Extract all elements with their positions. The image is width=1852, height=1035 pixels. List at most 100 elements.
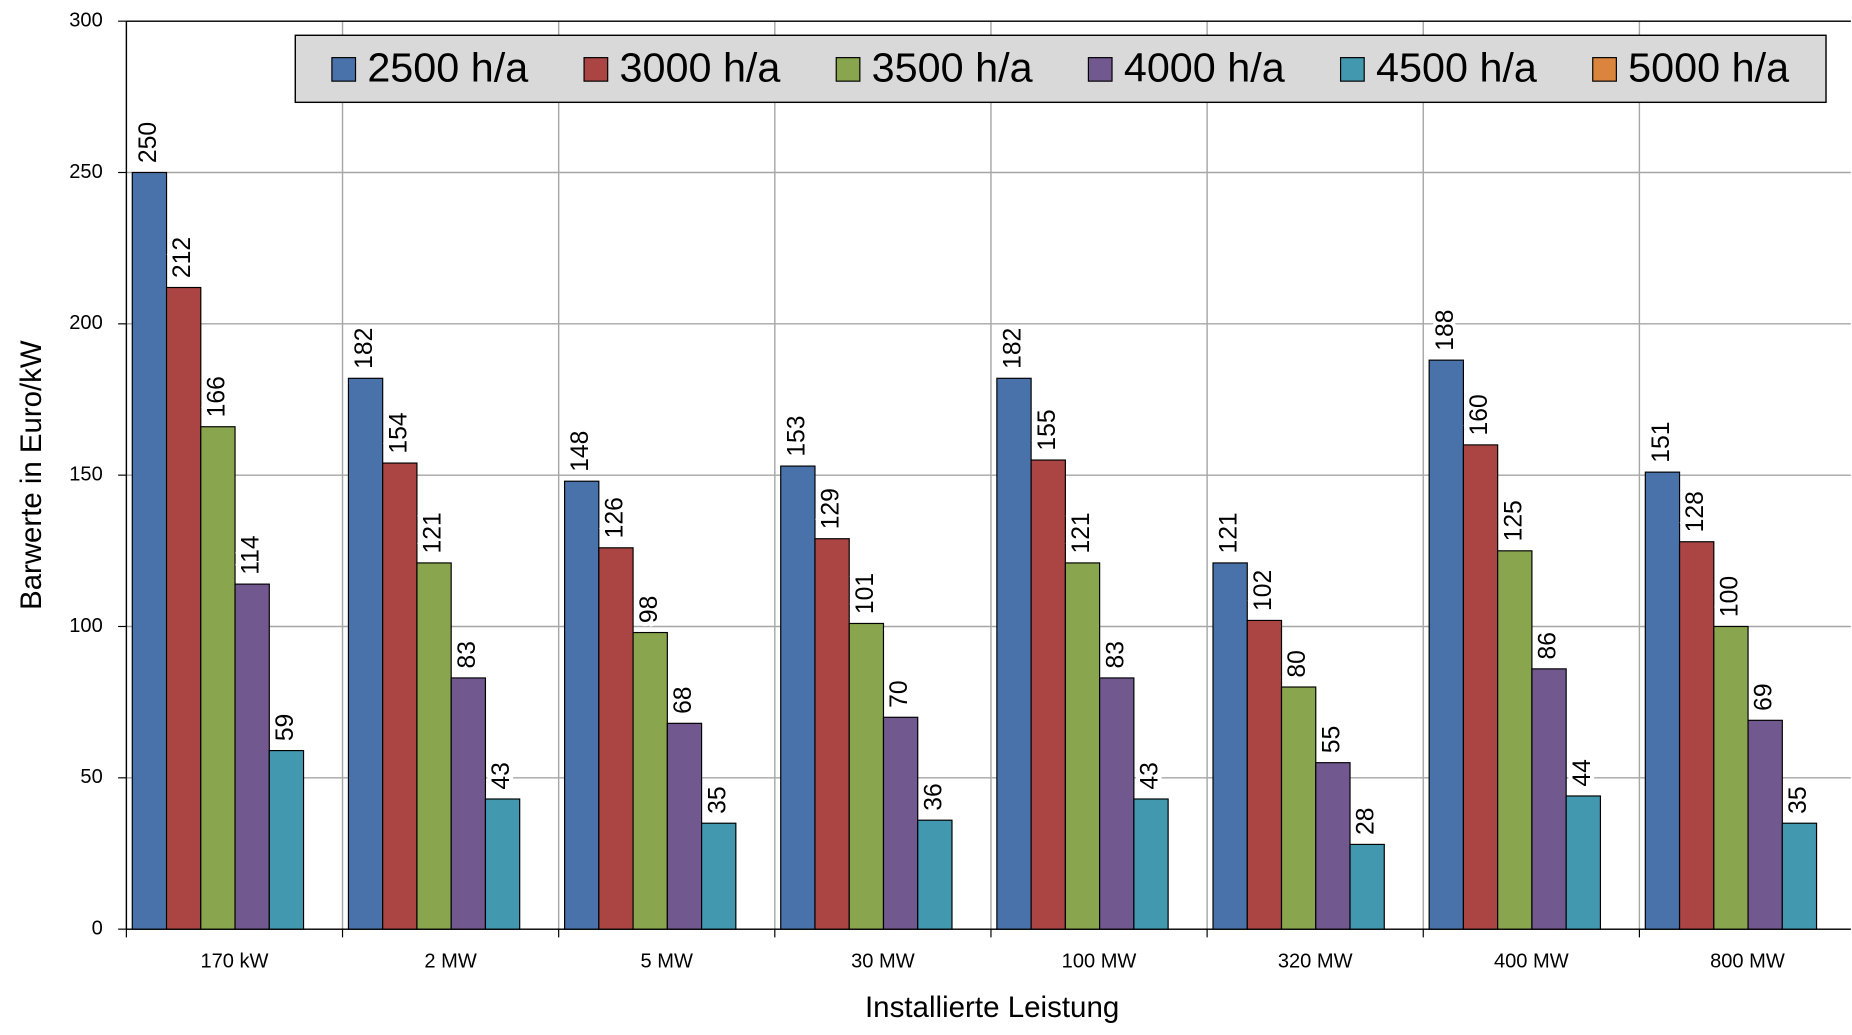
legend-label: 4000 h/a [1124,45,1285,91]
bar [1428,359,1465,930]
x-tick-label: 100 MW [1062,950,1137,972]
value-label: 250 [135,122,162,163]
bar [1280,686,1317,930]
value-label: 188 [1432,310,1459,351]
value-label: 121 [1068,512,1095,553]
bar [1064,562,1101,930]
bar [917,819,953,930]
bar [347,377,384,930]
bar [450,677,487,930]
x-tick-label: 400 MW [1494,950,1569,972]
y-tick-label: 50 [80,766,102,788]
bar [416,562,452,930]
value-label: 182 [999,328,1026,369]
x-tick-label: 170 kW [200,950,268,972]
bar [1531,668,1567,930]
bar [484,798,521,930]
bar [1497,550,1533,930]
y-axis-title: Barwerte in Euro/kW [15,340,48,610]
value-label: 28 [1353,808,1380,835]
value-label: 86 [1535,632,1562,659]
value-label: 160 [1466,394,1493,435]
value-label: 212 [169,237,196,278]
value-label: 35 [1785,786,1812,813]
legend-label: 2500 h/a [367,45,528,91]
bar [598,547,634,930]
value-label: 154 [385,412,412,453]
x-tick-label: 2 MW [424,950,476,972]
legend-label: 5000 h/a [1628,45,1789,91]
bar [1030,459,1066,930]
value-label: 148 [567,431,594,472]
bar [268,749,305,930]
value-label: 36 [920,783,947,810]
legend: 2500 h/a 3000 h/a 3500 h/a 4000 h/a 4500 h/a… [294,34,1827,104]
value-label: 100 [1716,576,1743,617]
legend-swatch [1592,57,1617,82]
bar [1781,822,1818,930]
bar [563,480,600,930]
value-label: 114 [238,535,265,575]
x-tick-label: 800 MW [1710,950,1785,972]
legend-label: 3000 h/a [619,45,780,91]
value-label: 43 [1137,762,1164,789]
value-label: 128 [1682,491,1709,532]
bar [1133,798,1169,930]
value-label: 151 [1648,422,1675,463]
bar [848,622,885,930]
bar [1099,677,1135,930]
bar [1212,562,1248,930]
value-label: 35 [704,786,731,813]
bar [1713,625,1749,930]
legend-swatch [1087,57,1113,82]
bar [780,465,816,930]
bar [1644,471,1681,930]
bar [882,716,919,930]
bar [666,722,703,930]
value-label: 121 [1216,512,1243,553]
bar [1315,762,1351,930]
legend-box [294,34,1827,104]
bar [200,426,236,930]
legend-label: 4500 h/a [1376,45,1537,91]
value-label: 68 [670,686,697,713]
value-label: 80 [1284,650,1311,677]
value-label: 83 [454,641,481,668]
value-label: 125 [1500,500,1527,541]
value-label: 44 [1569,759,1596,787]
bar [996,377,1032,930]
legend-swatch [331,57,357,82]
bar [1246,619,1283,930]
value-label: 98 [636,596,663,623]
value-label: 70 [886,680,913,707]
y-tick-label: 100 [69,615,102,637]
y-tick-label: 200 [69,312,102,334]
value-label: 126 [601,497,628,538]
value-label: 153 [783,415,810,456]
legend-swatch [1339,57,1365,82]
value-label: 69 [1751,683,1778,710]
bar [234,583,270,930]
x-axis-title: Installierte Leistung [865,991,1119,1024]
x-tick-label: 30 MW [851,950,915,972]
bar [131,171,168,930]
value-label: 102 [1250,570,1277,611]
bar [1462,444,1499,930]
bar [382,462,418,930]
y-tick-label: 0 [92,917,103,939]
bar [165,286,202,930]
bar [1349,843,1385,930]
value-label: 155 [1034,409,1061,450]
y-tick-label: 300 [69,9,102,31]
x-tick-label: 320 MW [1278,950,1353,972]
value-label: 55 [1318,726,1345,753]
bar [814,538,850,930]
x-tick-label: 5 MW [641,950,693,972]
bar [1678,541,1715,930]
value-label: 101 [852,573,879,614]
y-tick-label: 250 [69,161,102,183]
legend-label: 3500 h/a [872,45,1033,91]
value-label: 121 [420,512,447,553]
value-label: 129 [818,488,845,529]
